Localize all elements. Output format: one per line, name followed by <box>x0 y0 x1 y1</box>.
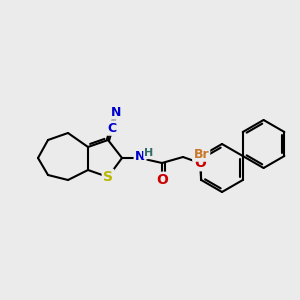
Text: N: N <box>135 151 145 164</box>
Text: Br: Br <box>194 148 209 160</box>
Text: N: N <box>111 106 121 118</box>
Text: O: O <box>156 173 168 187</box>
Text: O: O <box>194 156 206 170</box>
Text: H: H <box>144 148 154 158</box>
Text: C: C <box>107 122 117 134</box>
Text: S: S <box>103 170 113 184</box>
